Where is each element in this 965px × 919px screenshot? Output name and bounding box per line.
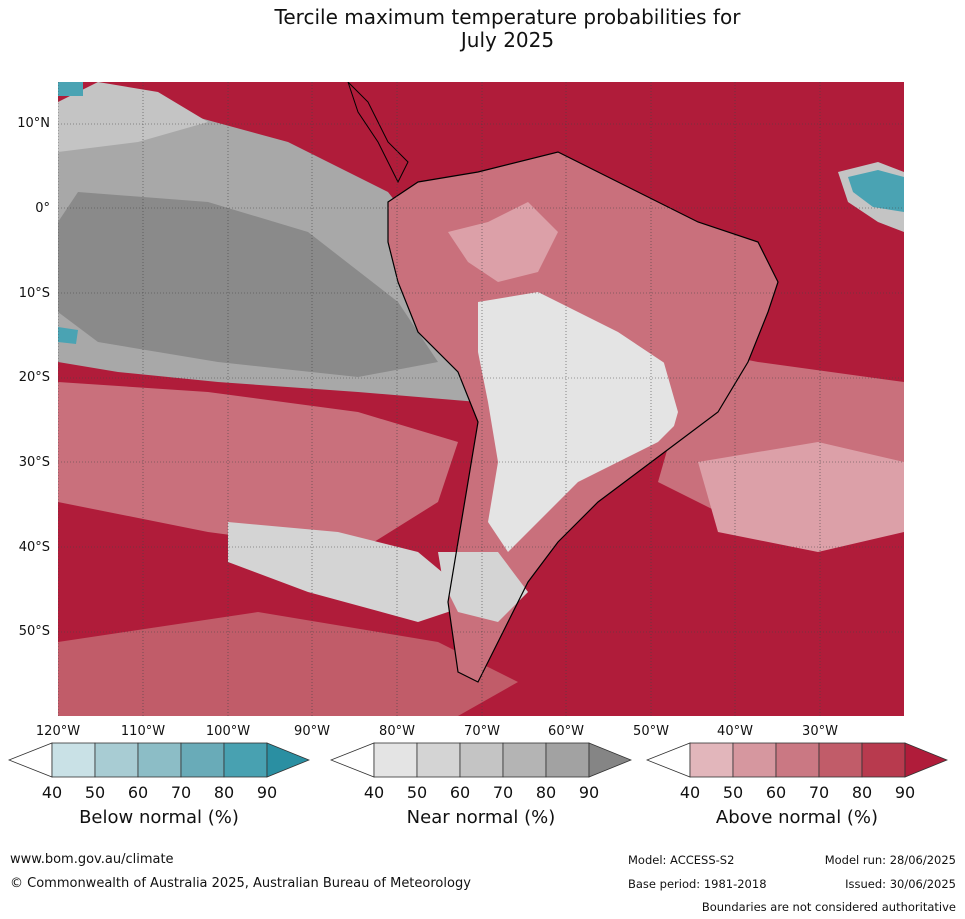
model-run-text: Model run: 28/06/2025 — [824, 853, 956, 867]
colorbar-swatch — [223, 742, 268, 778]
lon-label-50w: 50°W — [633, 724, 669, 739]
patagonia-near-normal — [438, 552, 528, 622]
lon-label-100w: 100°W — [205, 724, 251, 739]
lat-label-30s: 30°S — [18, 455, 50, 470]
lat-label-20s: 20°S — [18, 370, 50, 385]
colorbar-swatch — [51, 742, 96, 778]
colorbar-swatch — [137, 742, 182, 778]
probability-map — [58, 82, 904, 716]
lon-label-110w: 110°W — [120, 724, 166, 739]
lat-label-10s: 10°S — [18, 286, 50, 301]
colorbar-swatch — [904, 742, 948, 778]
base-period-text: Base period: 1981-2018 — [628, 877, 767, 891]
map-canvas — [58, 82, 904, 716]
colorbar-swatch — [94, 742, 139, 778]
above-normal-title: Above normal (%) — [715, 807, 879, 828]
below-tick-70: 70 — [170, 783, 192, 802]
near-tick-90: 90 — [578, 783, 600, 802]
pacific-north-near-normal — [58, 82, 208, 152]
website-link[interactable]: www.bom.gov.au/climate — [10, 852, 174, 867]
near-tick-70: 70 — [492, 783, 514, 802]
lat-label-40s: 40°S — [18, 540, 50, 555]
south-pacific-near-normal — [228, 522, 478, 622]
model-text: Model: ACCESS-S2 — [628, 853, 735, 867]
above-tick-60: 60 — [765, 783, 787, 802]
above-tick-50: 50 — [722, 783, 744, 802]
colorbar-swatch — [8, 742, 53, 778]
atlantic-above-light — [698, 442, 904, 552]
disclaimer-text: Boundaries are not considered authoritat… — [701, 900, 956, 914]
lat-label-0: 0° — [35, 201, 50, 216]
pacific-below-normal-west — [58, 327, 78, 344]
colorbar-swatch — [818, 742, 863, 778]
near-tick-60: 60 — [449, 783, 471, 802]
colorbar-swatch — [266, 742, 310, 778]
lon-label-60w: 60°W — [548, 724, 584, 739]
colorbar-swatch — [416, 742, 461, 778]
south-above-mid — [58, 612, 518, 716]
below-tick-80: 80 — [213, 783, 235, 802]
above-tick-40: 40 — [679, 783, 701, 802]
near-tick-80: 80 — [535, 783, 557, 802]
graticule — [58, 82, 904, 716]
colorbar-swatch — [646, 742, 691, 778]
colorbar-swatch — [689, 742, 734, 778]
lon-label-120w: 120°W — [35, 724, 81, 739]
colorbar-swatch — [373, 742, 418, 778]
colorbar-swatch — [502, 742, 547, 778]
above-tick-90: 90 — [894, 783, 916, 802]
lon-label-70w: 70°W — [464, 724, 500, 739]
central-america-coastline — [347, 82, 409, 184]
south-america-coastline — [387, 151, 779, 683]
above-tick-80: 80 — [851, 783, 873, 802]
lon-label-90w: 90°W — [294, 724, 330, 739]
pacific-below-normal-north — [58, 82, 83, 96]
above-tick-70: 70 — [808, 783, 830, 802]
colorbar-swatch — [330, 742, 375, 778]
colorbar-swatch — [861, 742, 906, 778]
atlantic-below-normal — [848, 170, 904, 212]
below-tick-50: 50 — [84, 783, 106, 802]
colorbar-swatch — [775, 742, 820, 778]
colorbar-swatch — [732, 742, 777, 778]
below-tick-60: 60 — [127, 783, 149, 802]
amazon-above-light — [448, 202, 558, 282]
lon-label-40w: 40°W — [717, 724, 753, 739]
below-tick-90: 90 — [256, 783, 278, 802]
copyright-text: © Commonwealth of Australia 2025, Austra… — [10, 876, 471, 891]
issued-text: Issued: 30/06/2025 — [845, 877, 956, 891]
colorbar-swatch — [588, 742, 632, 778]
below-normal-title: Below normal (%) — [79, 807, 239, 828]
map-title-line2: July 2025 — [460, 28, 555, 52]
near-tick-40: 40 — [363, 783, 385, 802]
colorbar-below-swatches — [8, 742, 310, 778]
near-normal-title: Near normal (%) — [406, 807, 556, 828]
map-title-line1: Tercile maximum temperature probabilitie… — [274, 5, 741, 29]
lat-label-50s: 50°S — [18, 624, 50, 639]
below-tick-40: 40 — [41, 783, 63, 802]
colorbar-swatch — [180, 742, 225, 778]
lon-label-30w: 30°W — [802, 724, 838, 739]
colorbar-above-swatches — [646, 742, 948, 778]
colorbar-near-swatches — [330, 742, 632, 778]
near-tick-50: 50 — [406, 783, 428, 802]
pacific-near-normal-dark — [58, 192, 438, 377]
colorbar-swatch — [545, 742, 590, 778]
lon-label-80w: 80°W — [379, 724, 415, 739]
interior-near-normal — [478, 292, 698, 552]
colorbar-swatch — [459, 742, 504, 778]
lat-label-10n: 10°N — [17, 116, 50, 131]
south-pacific-above-mid — [58, 382, 458, 552]
